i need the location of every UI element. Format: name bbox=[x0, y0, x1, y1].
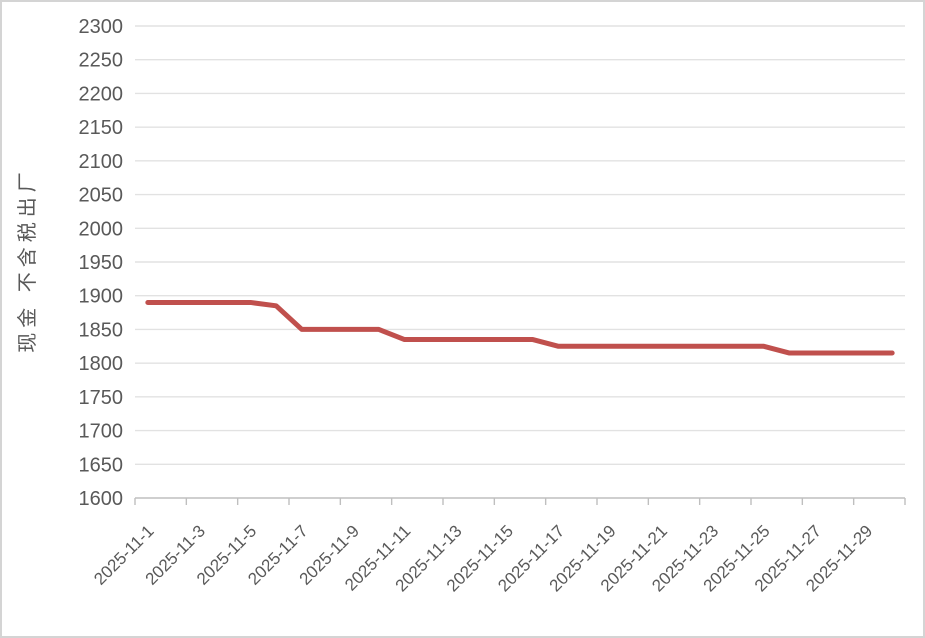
y-axis-title: 现金 不含税出厂 bbox=[16, 167, 39, 353]
y-axis-tick-label: 1650 bbox=[79, 454, 124, 476]
y-axis-tick-label: 2000 bbox=[79, 218, 124, 240]
y-axis-tick-label: 2100 bbox=[79, 151, 124, 173]
x-axis-tick-labels: 2025-11-12025-11-32025-11-52025-11-72025… bbox=[90, 521, 876, 595]
price-line-series bbox=[145, 299, 895, 356]
y-axis-tick-label: 2250 bbox=[79, 50, 124, 72]
y-axis-tick-labels: 1600 1650 1700 1750 1800 1850 1900 1950 2000 2050… bbox=[79, 16, 124, 510]
y-axis-tick-label: 1700 bbox=[79, 421, 124, 443]
y-axis-tick-label: 2050 bbox=[79, 185, 124, 207]
y-axis-tick-label: 2200 bbox=[79, 83, 124, 105]
y-axis-tick-label: 1600 bbox=[79, 488, 124, 510]
gridlines bbox=[135, 25, 905, 465]
price-line bbox=[145, 299, 895, 356]
y-axis-tick-label: 1750 bbox=[79, 387, 124, 409]
x-axis-line-and-ticks bbox=[134, 497, 906, 505]
y-axis-tick-label: 2300 bbox=[79, 16, 124, 38]
y-axis-tick-label: 1900 bbox=[79, 286, 124, 308]
y-axis-tick-label: 1800 bbox=[79, 353, 124, 375]
y-axis-tick-label: 1950 bbox=[79, 252, 124, 274]
y-axis-tick-label: 2150 bbox=[79, 117, 124, 139]
y-axis-tick-label: 1850 bbox=[79, 319, 124, 341]
